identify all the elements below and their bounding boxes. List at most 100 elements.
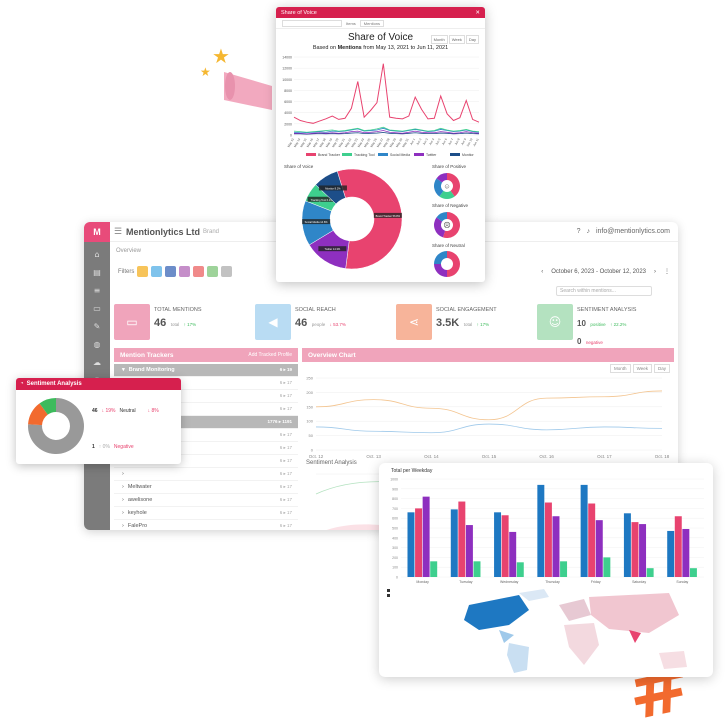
user-email[interactable]: info@mentionlytics.com	[595, 228, 670, 235]
sentiment-change: ↓ 19%	[101, 408, 116, 414]
x-tick-label: Jun 11	[472, 137, 480, 147]
dashboard-content: Overview Filters ‹ October 6, 2023 - Oct…	[110, 242, 678, 530]
help-icon[interactable]: ?	[576, 228, 581, 235]
chevron-left-icon[interactable]: ‹	[541, 268, 544, 275]
channel-filter-icon[interactable]	[137, 266, 149, 277]
edit-icon[interactable]: ✎	[93, 322, 101, 331]
x-tick-label: Jun 2	[415, 137, 422, 146]
star-icon: ★	[200, 65, 211, 79]
sov-controls: Items Mentions	[276, 18, 485, 29]
chevron-icon[interactable]: ›	[122, 510, 124, 516]
tab-month[interactable]: Month	[610, 364, 631, 373]
tab-month[interactable]: Month	[430, 35, 448, 44]
tracker-row[interactable]: › 6 ▸ 17	[114, 468, 298, 481]
y-tick-label: 14000	[282, 56, 292, 60]
chevron-icon[interactable]: ›	[122, 497, 124, 503]
tracker-label: awelisone	[127, 497, 153, 503]
positive-donut: ☺	[434, 173, 460, 199]
tracker-count: 6 ▸ 17	[279, 497, 292, 502]
trackers-title: Mention Trackers	[120, 351, 174, 359]
instagram-filter-icon[interactable]	[179, 266, 191, 277]
stat-total-mentions[interactable]: ▭ TOTAL MENTIONS 46 total ↑ 17%	[114, 304, 251, 344]
tab-week[interactable]: Week	[448, 35, 465, 44]
brand-name[interactable]: Mentionlytics Ltd	[126, 226, 200, 237]
donut-slice	[447, 251, 460, 277]
bar	[415, 508, 423, 577]
series-line	[293, 126, 480, 133]
stat-sentiment[interactable]: ☺ SENTIMENT ANALYSIS 10 positive ↑ 22.2%…	[537, 304, 674, 346]
y-tick-label: 4000	[284, 111, 292, 115]
add-profile-button[interactable]: Add Tracked Profile	[248, 352, 292, 358]
youtube-filter-icon[interactable]	[193, 266, 205, 277]
x-tick-label: Oct. 17	[597, 454, 612, 459]
web-filter-icon[interactable]	[221, 266, 233, 277]
y-tick-label: 500	[392, 527, 398, 531]
globe-icon[interactable]: ◍	[93, 340, 101, 349]
bar	[646, 568, 654, 577]
bar	[501, 515, 509, 577]
stat-value: 46	[295, 317, 308, 329]
twitter-filter-icon[interactable]	[151, 266, 163, 277]
bar	[588, 503, 596, 577]
chevron-icon[interactable]: ▾	[122, 367, 125, 373]
x-tick-label: Jun 6	[441, 137, 448, 146]
comment-icon[interactable]: ▭	[93, 304, 101, 313]
sentiment-donut	[27, 398, 85, 454]
x-tick-label: May 30	[395, 137, 404, 148]
filter-bar: Filters	[118, 266, 233, 277]
x-tick-label: Oct. 14	[424, 454, 439, 459]
close-icon[interactable]: ✕	[475, 9, 480, 16]
x-tick-label: May 13	[286, 137, 295, 148]
stat-social-engagement[interactable]: ⋖ SOCIAL ENGAGEMENT 3.5K total ↑ 17%	[396, 304, 533, 344]
more-icon[interactable]: ⋮	[664, 269, 670, 275]
tab-day[interactable]: Day	[465, 35, 479, 44]
tracker-row[interactable]: › awelisone 6 ▸ 17	[114, 494, 298, 507]
chevron-right-icon[interactable]: ›	[654, 268, 656, 275]
tracker-row[interactable]: › keyhole 6 ▸ 17	[114, 507, 298, 520]
stat-social-reach[interactable]: ◀ SOCIAL REACH 46 people ↓ 53.7%	[255, 304, 392, 344]
chevron-icon[interactable]: ›	[122, 523, 124, 529]
bell-icon[interactable]: ♪	[586, 228, 590, 235]
y-tick-label: 0	[396, 576, 398, 580]
app-logo[interactable]: M	[84, 222, 110, 242]
chevron-icon[interactable]: ›	[122, 484, 124, 490]
stat-sub: positive	[590, 322, 606, 327]
items-select[interactable]: Mentions	[359, 19, 385, 27]
list-icon[interactable]: ≡	[93, 286, 101, 295]
x-tick-label: Wednesday	[500, 580, 519, 584]
central-america-shape	[499, 630, 514, 643]
chevron-icon[interactable]: ›	[122, 471, 124, 477]
data-label-bg	[307, 196, 336, 202]
bar	[465, 525, 473, 577]
donut-slice	[434, 217, 446, 238]
x-tick-label: Jun 7	[447, 137, 454, 146]
tracker-select[interactable]	[282, 19, 342, 27]
legend-label: Social Media	[390, 153, 410, 157]
sentiment-row-negative: 1 ↑ 0% Negative	[92, 444, 134, 450]
share-icon: ⋖	[396, 304, 432, 340]
tab-day[interactable]: Day	[653, 364, 670, 373]
tab-week[interactable]: Week	[632, 364, 652, 373]
sov-window-title: Share of Voice	[281, 9, 317, 16]
stat-sub: total	[170, 322, 180, 327]
tracker-row[interactable]: › FalePro 6 ▸ 17	[114, 520, 298, 530]
world-map	[387, 589, 687, 673]
y-tick-label: 200	[306, 390, 313, 395]
sov-subtitle-prefix: Based on	[312, 45, 337, 51]
megaphone-icon	[224, 72, 272, 110]
date-range[interactable]: October 6, 2023 - October 12, 2023	[551, 268, 646, 275]
tracker-row[interactable]: ▾ Brand Monitoring 6 ▸ 19	[114, 364, 298, 377]
menu-icon[interactable]: ☰	[113, 226, 123, 236]
filters-label[interactable]: Filters	[118, 268, 135, 275]
europe-shape	[559, 599, 591, 621]
home-icon[interactable]: ⌂	[94, 250, 100, 259]
search-input[interactable]: Search within mentions...	[556, 286, 652, 296]
cloud-icon[interactable]: ☁	[93, 358, 101, 367]
legend-label: Twitter	[426, 153, 437, 157]
x-tick-label: Jun 3	[422, 137, 429, 146]
news-filter-icon[interactable]	[207, 266, 219, 277]
facebook-filter-icon[interactable]	[165, 266, 177, 277]
chart-icon[interactable]: ▤	[93, 268, 101, 277]
sov-titlebar: Share of Voice ✕	[276, 7, 485, 18]
tracker-row[interactable]: › Meltwater 6 ▸ 17	[114, 481, 298, 494]
